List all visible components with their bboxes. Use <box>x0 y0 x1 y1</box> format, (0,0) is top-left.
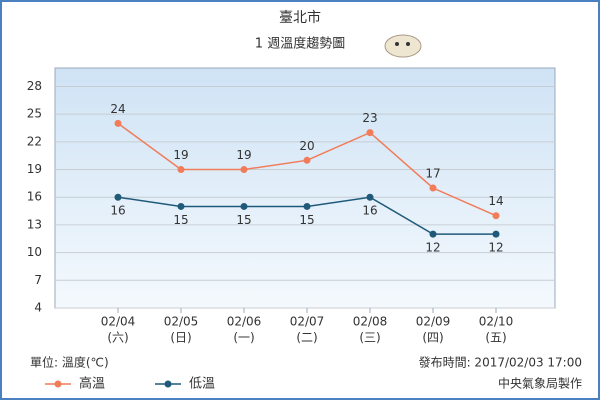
y-tick-label: 13 <box>27 217 42 231</box>
x-weekday-label: (日) <box>170 331 191 345</box>
issued-time: 發布時間: 2017/02/03 17:00 <box>419 355 582 370</box>
data-label: 12 <box>488 241 503 255</box>
legend-marker <box>54 380 62 388</box>
data-point <box>366 193 374 201</box>
data-point <box>429 230 437 238</box>
y-tick-label: 4 <box>34 301 42 315</box>
data-label: 20 <box>299 139 314 153</box>
data-point <box>429 184 437 192</box>
data-label: 23 <box>362 111 377 125</box>
y-tick-label: 22 <box>27 134 42 148</box>
data-point <box>240 166 248 174</box>
data-label: 15 <box>299 213 314 227</box>
x-weekday-label: (五) <box>485 331 506 345</box>
data-label: 15 <box>173 213 188 227</box>
data-point <box>177 166 185 174</box>
x-tick-label: 02/07 <box>290 315 325 329</box>
x-weekday-label: (一) <box>233 331 254 345</box>
data-label: 16 <box>110 204 125 218</box>
data-point <box>114 119 122 127</box>
x-weekday-label: (四) <box>422 331 443 345</box>
x-weekday-label: (二) <box>296 331 317 345</box>
x-tick-label: 02/06 <box>227 315 262 329</box>
credit: 中央氣象局製作 <box>498 376 582 391</box>
legend-label: 低溫 <box>189 377 215 392</box>
data-point <box>366 129 374 137</box>
unit-note: 單位: 溫度(℃) <box>30 355 109 370</box>
data-point <box>177 202 185 210</box>
data-point <box>303 202 311 210</box>
plot-area <box>54 67 556 309</box>
data-label: 12 <box>425 241 440 255</box>
data-point <box>114 193 122 201</box>
chart-title: 臺北市 <box>279 9 321 26</box>
data-point <box>492 212 500 220</box>
data-label: 15 <box>236 213 251 227</box>
mascot <box>384 34 422 58</box>
data-label: 19 <box>173 148 188 162</box>
data-label: 16 <box>362 204 377 218</box>
y-tick-label: 25 <box>27 107 42 121</box>
y-tick-label: 7 <box>34 273 42 287</box>
y-tick-label: 19 <box>27 162 42 176</box>
data-label: 17 <box>425 167 440 181</box>
x-weekday-label: (三) <box>359 331 380 345</box>
x-weekday-label: (六) <box>107 331 128 345</box>
x-tick-label: 02/04 <box>101 315 136 329</box>
data-point <box>303 156 311 164</box>
data-point <box>240 202 248 210</box>
data-label: 24 <box>110 102 125 116</box>
legend-marker <box>164 380 172 388</box>
legend-label: 高溫 <box>79 376 105 392</box>
x-tick-label: 02/05 <box>164 315 199 329</box>
data-label: 14 <box>488 194 503 208</box>
chart-subtitle: 1 週溫度趨勢圖 <box>255 36 345 52</box>
x-tick-label: 02/08 <box>353 315 388 329</box>
y-tick-label: 16 <box>27 190 42 204</box>
x-tick-label: 02/10 <box>479 315 514 329</box>
data-label: 19 <box>236 148 251 162</box>
x-tick-label: 02/09 <box>416 315 451 329</box>
y-tick-label: 10 <box>27 245 42 259</box>
y-tick-label: 28 <box>27 79 42 93</box>
data-point <box>492 230 500 238</box>
